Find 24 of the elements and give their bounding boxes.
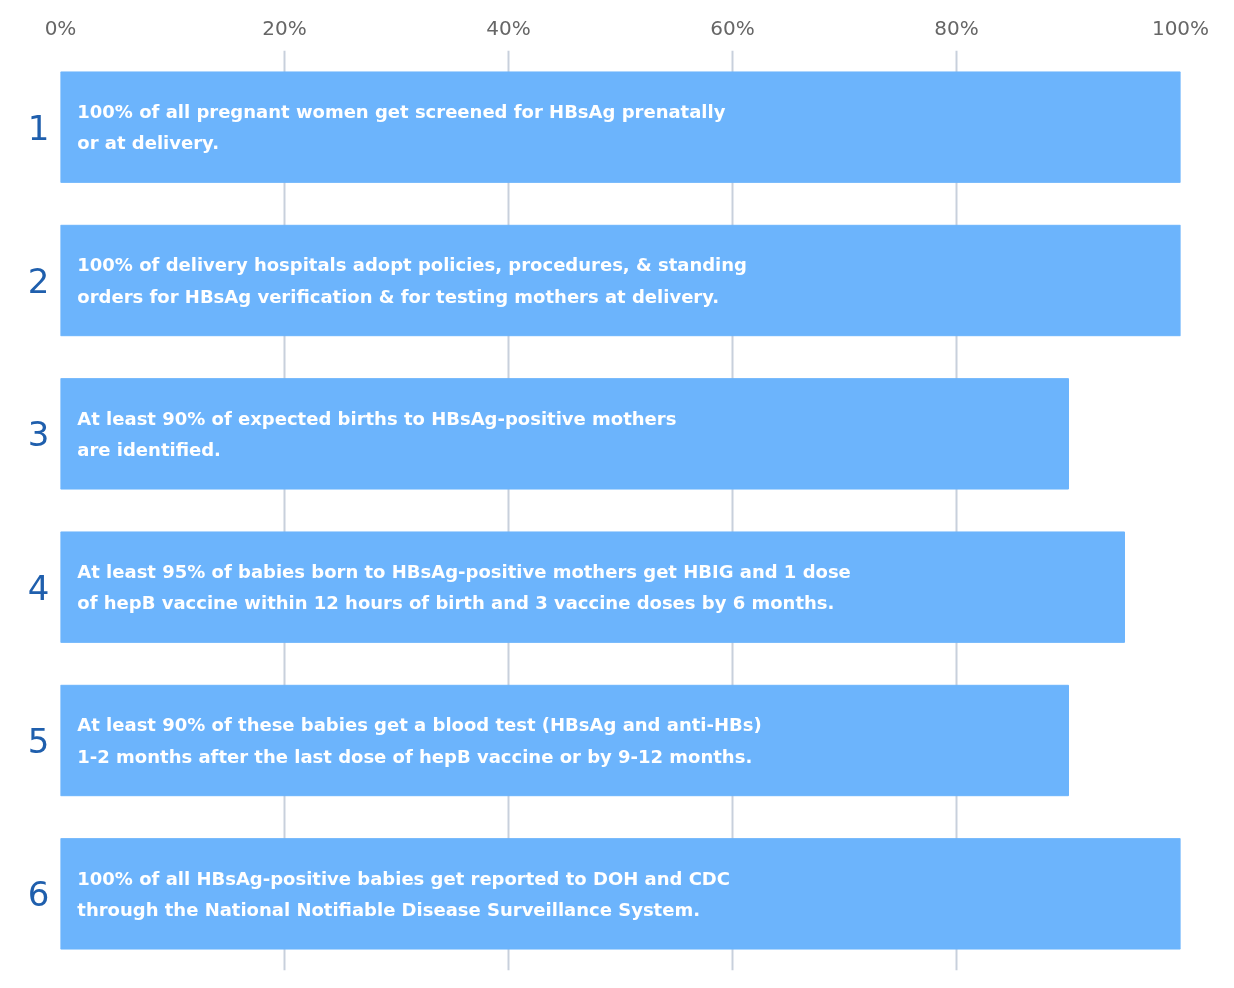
y-tick-label: 6 xyxy=(27,874,50,915)
annotation: At least 90% of expected births to HBsAg-positive mothers are identified. xyxy=(77,407,677,461)
y-tick-label: 1 xyxy=(27,107,50,148)
y-tick-label: 4 xyxy=(27,567,50,608)
annotation: 100% of all HBsAg-positive babies get reported to DOH and CDC through the National Notifiable Disease Surveillance System. xyxy=(77,867,730,921)
y-tick-label: 5 xyxy=(27,721,50,761)
bar xyxy=(60,224,1181,337)
x-tick-label: 80% xyxy=(934,15,979,40)
annotation: At least 90% of these babies get a blood test (HBsAg and anti-HBs) 1-2 months after the last dose of hepB vaccine or by 9-12 months. xyxy=(77,714,762,767)
x-tick-label: 0% xyxy=(44,15,77,40)
bar xyxy=(60,378,1069,490)
annotation: 100% of delivery hospitals adopt policies, procedures, & standing orders for HBsAg verification & for testing mothers at delivery. xyxy=(77,254,747,307)
x-tick-label: 20% xyxy=(262,15,307,40)
bar xyxy=(60,71,1181,183)
annotation: 100% of all pregnant women get screened for HBsAg prenatally or at delivery. xyxy=(77,100,726,154)
x-tick-label: 40% xyxy=(486,15,531,40)
x-tick-label: 60% xyxy=(710,15,755,40)
annotation: At least 95% of babies born to HBsAg-positive mothers get HBIG and 1 dose of hepB vaccine within 12 hours of birth and 3 vaccine doses by 6 months. xyxy=(77,560,851,614)
y-tick-label: 2 xyxy=(27,261,50,301)
bar xyxy=(60,531,1125,643)
x-tick-label: 100% xyxy=(1151,15,1210,40)
bar xyxy=(60,838,1181,950)
y-tick-label: 3 xyxy=(27,414,50,455)
bar xyxy=(60,684,1069,797)
